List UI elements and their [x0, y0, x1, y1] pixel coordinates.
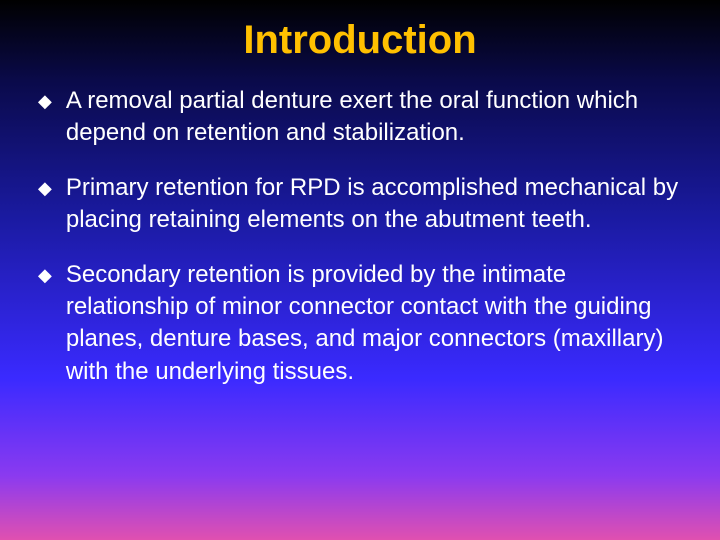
slide-title: Introduction — [38, 18, 682, 63]
list-item: ◆ A removal partial denture exert the or… — [38, 85, 682, 150]
bullet-text: Secondary retention is provided by the i… — [66, 259, 682, 389]
list-item: ◆ Primary retention for RPD is accomplis… — [38, 172, 682, 237]
bullet-text: A removal partial denture exert the oral… — [66, 85, 682, 150]
bullet-marker-icon: ◆ — [38, 263, 52, 287]
bullet-text: Primary retention for RPD is accomplishe… — [66, 172, 682, 237]
bullet-list: ◆ A removal partial denture exert the or… — [38, 85, 682, 388]
list-item: ◆ Secondary retention is provided by the… — [38, 259, 682, 389]
bullet-marker-icon: ◆ — [38, 176, 52, 200]
slide: Introduction ◆ A removal partial denture… — [0, 0, 720, 540]
bullet-marker-icon: ◆ — [38, 89, 52, 113]
